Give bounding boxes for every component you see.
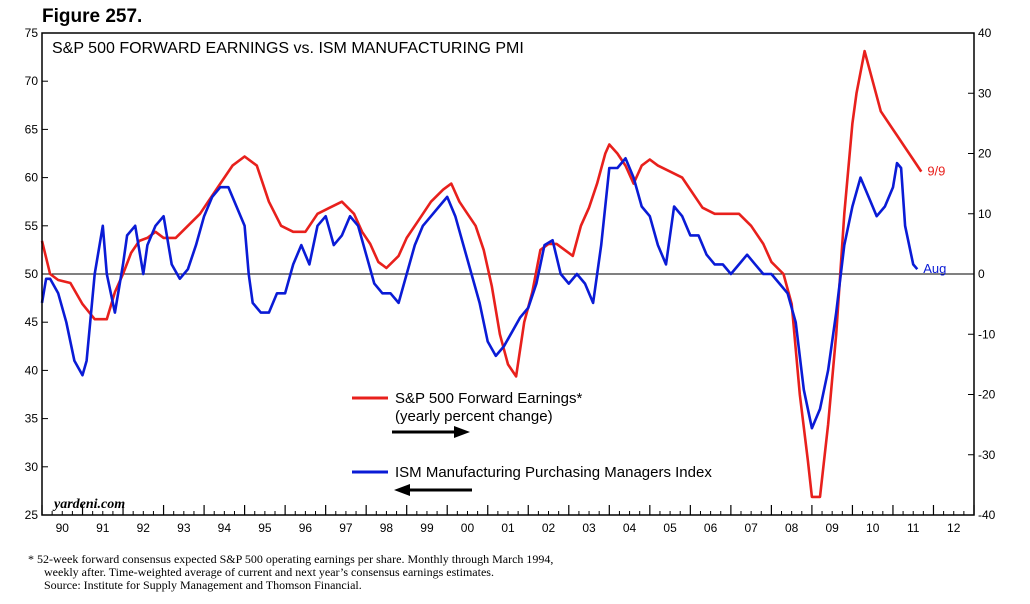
x-tick-label: 03 — [582, 521, 596, 535]
right-tick-label: 30 — [978, 86, 992, 100]
earnings-series-line — [40, 49, 923, 499]
right-axis: -40 -30 -20 -10 0 10 20 30 40 — [968, 26, 996, 522]
right-tick-label: 0 — [978, 267, 985, 281]
x-tick-label: 10 — [866, 521, 880, 535]
x-tick-label: 05 — [663, 521, 677, 535]
x-tick-label: 91 — [96, 521, 110, 535]
right-tick-label: 10 — [978, 207, 992, 221]
x-tick-label: 94 — [218, 521, 232, 535]
watermark: yardeni.com — [52, 497, 125, 512]
chart-title: S&P 500 FORWARD EARNINGS vs. ISM MANUFAC… — [52, 40, 524, 57]
left-tick-label: 30 — [25, 460, 39, 474]
legend-arrow-right — [392, 426, 470, 438]
x-tick-label: 00 — [461, 521, 475, 535]
right-tick-label: -40 — [978, 508, 996, 522]
x-tick-label: 04 — [623, 521, 637, 535]
x-tick-label: 99 — [420, 521, 434, 535]
left-tick-label: 50 — [25, 267, 39, 281]
legend-earnings-sublabel: (yearly percent change) — [395, 408, 553, 425]
x-tick-label: 12 — [947, 521, 961, 535]
footnote-line-2: weekly after. Time-weighted average of c… — [44, 565, 494, 579]
right-tick-label: -30 — [978, 448, 996, 462]
x-tick-label: 07 — [744, 521, 758, 535]
figure-label: Figure 257. — [42, 6, 142, 27]
x-tick-label: 95 — [258, 521, 272, 535]
left-tick-label: 55 — [25, 219, 39, 233]
x-tick-label: 98 — [380, 521, 394, 535]
x-tick-label: 01 — [501, 521, 515, 535]
footnote-line-3: Source: Institute for Supply Management … — [44, 578, 362, 592]
x-tick-label: 02 — [542, 521, 556, 535]
left-tick-label: 65 — [25, 122, 39, 136]
x-tick-label: 92 — [137, 521, 151, 535]
legend-earnings-label: S&P 500 Forward Earnings* — [395, 390, 582, 407]
x-tick-label: 93 — [177, 521, 191, 535]
plot-frame — [41, 32, 975, 516]
series-layer — [40, 49, 923, 499]
chart: Figure 257. S&P 500 FORWARD EARNINGS vs.… — [25, 6, 996, 535]
right-tick-label: -20 — [978, 388, 996, 402]
left-axis: 25 30 35 40 45 50 55 60 65 70 75 — [25, 26, 48, 522]
legend-arrow-left — [394, 484, 472, 496]
right-tick-label: 20 — [978, 147, 992, 161]
ism-end-label: Aug — [923, 261, 946, 276]
left-tick-label: 35 — [25, 412, 39, 426]
left-tick-label: 25 — [25, 508, 39, 522]
legend-ism-label: ISM Manufacturing Purchasing Managers In… — [395, 464, 712, 481]
right-tick-label: 40 — [978, 26, 992, 40]
x-tick-label: 90 — [56, 521, 70, 535]
left-tick-label: 75 — [25, 26, 39, 40]
x-tick-label: 96 — [299, 521, 313, 535]
x-tick-label: 06 — [704, 521, 718, 535]
left-tick-label: 70 — [25, 74, 39, 88]
x-tick-label: 11 — [907, 521, 920, 535]
x-tick-label: 09 — [825, 521, 839, 535]
footnote: * 52-week forward consensus expected S&P… — [28, 553, 1008, 592]
left-tick-label: 45 — [25, 315, 39, 329]
left-tick-label: 40 — [25, 363, 39, 377]
ism-series-line — [40, 157, 919, 430]
x-tick-label: 08 — [785, 521, 799, 535]
right-tick-label: -10 — [978, 327, 996, 341]
footnote-line-1: * 52-week forward consensus expected S&P… — [28, 552, 554, 566]
x-tick-label: 97 — [339, 521, 353, 535]
left-tick-label: 60 — [25, 171, 39, 185]
x-axis: 90 91 92 93 94 95 96 97 98 99 00 01 02 03 04 05 06 07 08 09… — [41, 505, 975, 535]
earnings-end-label: 9/9 — [927, 164, 945, 179]
